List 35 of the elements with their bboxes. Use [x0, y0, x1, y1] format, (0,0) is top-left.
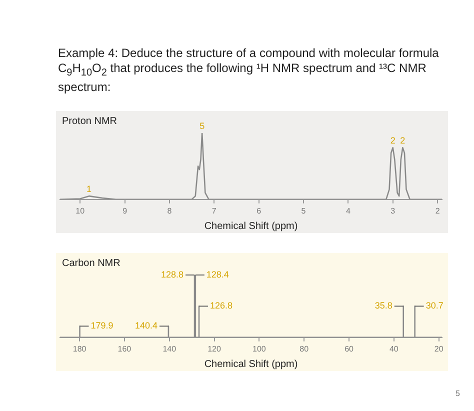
chart-subtitle: Proton NMR [62, 116, 118, 128]
x-tick-label: 4 [346, 206, 351, 216]
annotation: 5 [200, 121, 205, 132]
annotation: 2 [390, 136, 396, 146]
x-tick-label: 7 [212, 206, 217, 216]
annotation: 128.8 [160, 270, 184, 280]
x-tick-label: 6 [256, 206, 262, 216]
x-tick-label: 160 [118, 344, 132, 354]
x-tick-label: 120 [208, 344, 222, 354]
x-tick-label: 100 [252, 344, 266, 354]
annotation: 126.8 [210, 301, 233, 312]
annotation: 128.4 [206, 270, 229, 280]
x-axis-title: Chemical Shift (ppm) [204, 359, 298, 370]
x-tick-label: 5 [301, 206, 306, 216]
x-tick-label: 10 [76, 206, 86, 216]
x-tick-label: 20 [434, 344, 444, 354]
text: 5 [454, 389, 461, 398]
x-tick-label: 140 [162, 344, 177, 354]
annotation: 30.7 [426, 301, 444, 312]
x-tick-label: 180 [72, 344, 87, 354]
x-tick-label: 80 [300, 344, 310, 354]
annotation: 140.4 [134, 321, 158, 332]
x-tick-label: 60 [344, 344, 354, 354]
annotation: 179.9 [90, 321, 114, 332]
x-tick-label: 2 [435, 206, 440, 216]
chart-title: Example 4: Deduce the structure of a compound with molecular formula C$_{9}$H$_{10}$O$_{2}$ that produces the following ¹H NMR spectrum and ¹³C NMR spectrum: [58, 46, 439, 94]
annotation: 2 [400, 136, 406, 146]
x-axis-title: Chemical Shift (ppm) [204, 221, 298, 232]
x-tick-label: 3 [390, 206, 396, 216]
chart-title: Carbon NMR [62, 258, 120, 270]
x-tick-label: 8 [167, 206, 172, 216]
x-tick-label: 40 [389, 344, 399, 354]
annotation: 1 [86, 184, 92, 194]
annotation: 35.8 [374, 301, 392, 312]
x-tick-label: 9 [122, 206, 128, 216]
